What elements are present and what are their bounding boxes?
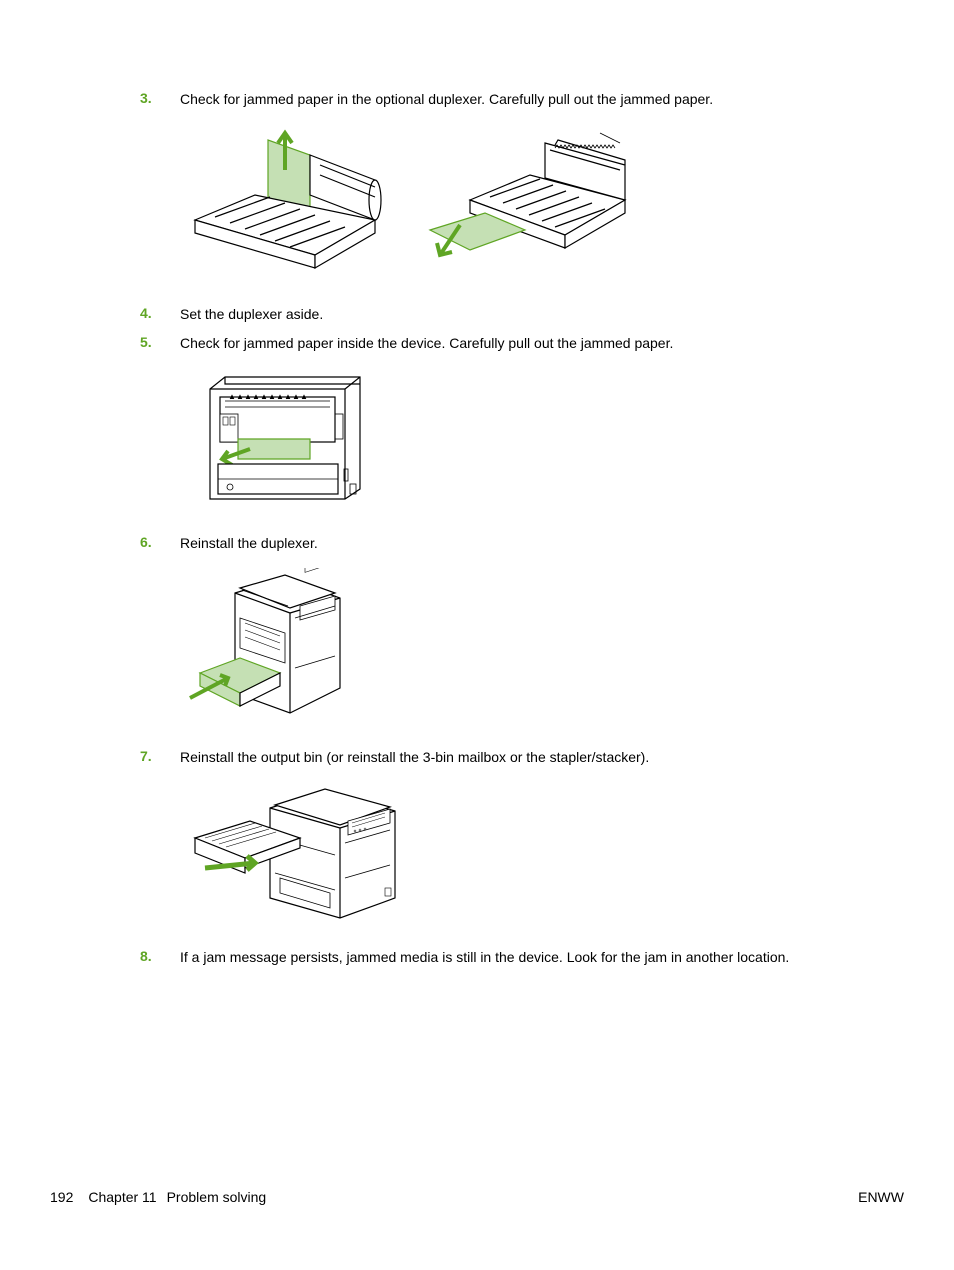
step-text: Check for jammed paper in the optional d… bbox=[180, 90, 864, 110]
instruction-content: 3. Check for jammed paper in the optiona… bbox=[50, 90, 904, 968]
figure-3a bbox=[180, 125, 385, 280]
step-7: 7. Reinstall the output bin (or reinstal… bbox=[140, 748, 864, 768]
step-text: Set the duplexer aside. bbox=[180, 305, 864, 325]
step-text: Reinstall the output bin (or reinstall t… bbox=[180, 748, 864, 768]
figure-step6 bbox=[180, 568, 864, 723]
step-6: 6. Reinstall the duplexer. bbox=[140, 534, 864, 554]
step-number: 8. bbox=[140, 948, 180, 964]
step-number: 4. bbox=[140, 305, 180, 321]
step-number: 7. bbox=[140, 748, 180, 764]
step-text: Check for jammed paper inside the device… bbox=[180, 334, 864, 354]
step-3: 3. Check for jammed paper in the optiona… bbox=[140, 90, 864, 110]
page-footer: 192 Chapter 11 Problem solving ENWW bbox=[50, 1189, 904, 1205]
figure-row-step3 bbox=[180, 125, 864, 280]
step-number: 6. bbox=[140, 534, 180, 550]
step-4: 4. Set the duplexer aside. bbox=[140, 305, 864, 325]
figure-3b bbox=[425, 125, 630, 280]
step-text: Reinstall the duplexer. bbox=[180, 534, 864, 554]
chapter-title: Problem solving bbox=[167, 1189, 267, 1205]
figure-step7 bbox=[180, 783, 864, 923]
step-text: If a jam message persists, jammed media … bbox=[180, 948, 864, 968]
chapter-label: Chapter 11 bbox=[88, 1189, 156, 1205]
footer-right: ENWW bbox=[858, 1189, 904, 1205]
figure-step5 bbox=[180, 369, 864, 509]
step-number: 3. bbox=[140, 90, 180, 106]
step-5: 5. Check for jammed paper inside the dev… bbox=[140, 334, 864, 354]
step-8: 8. If a jam message persists, jammed med… bbox=[140, 948, 864, 968]
step-number: 5. bbox=[140, 334, 180, 350]
footer-left: 192 Chapter 11 Problem solving bbox=[50, 1189, 266, 1205]
page-number: 192 bbox=[50, 1189, 73, 1205]
